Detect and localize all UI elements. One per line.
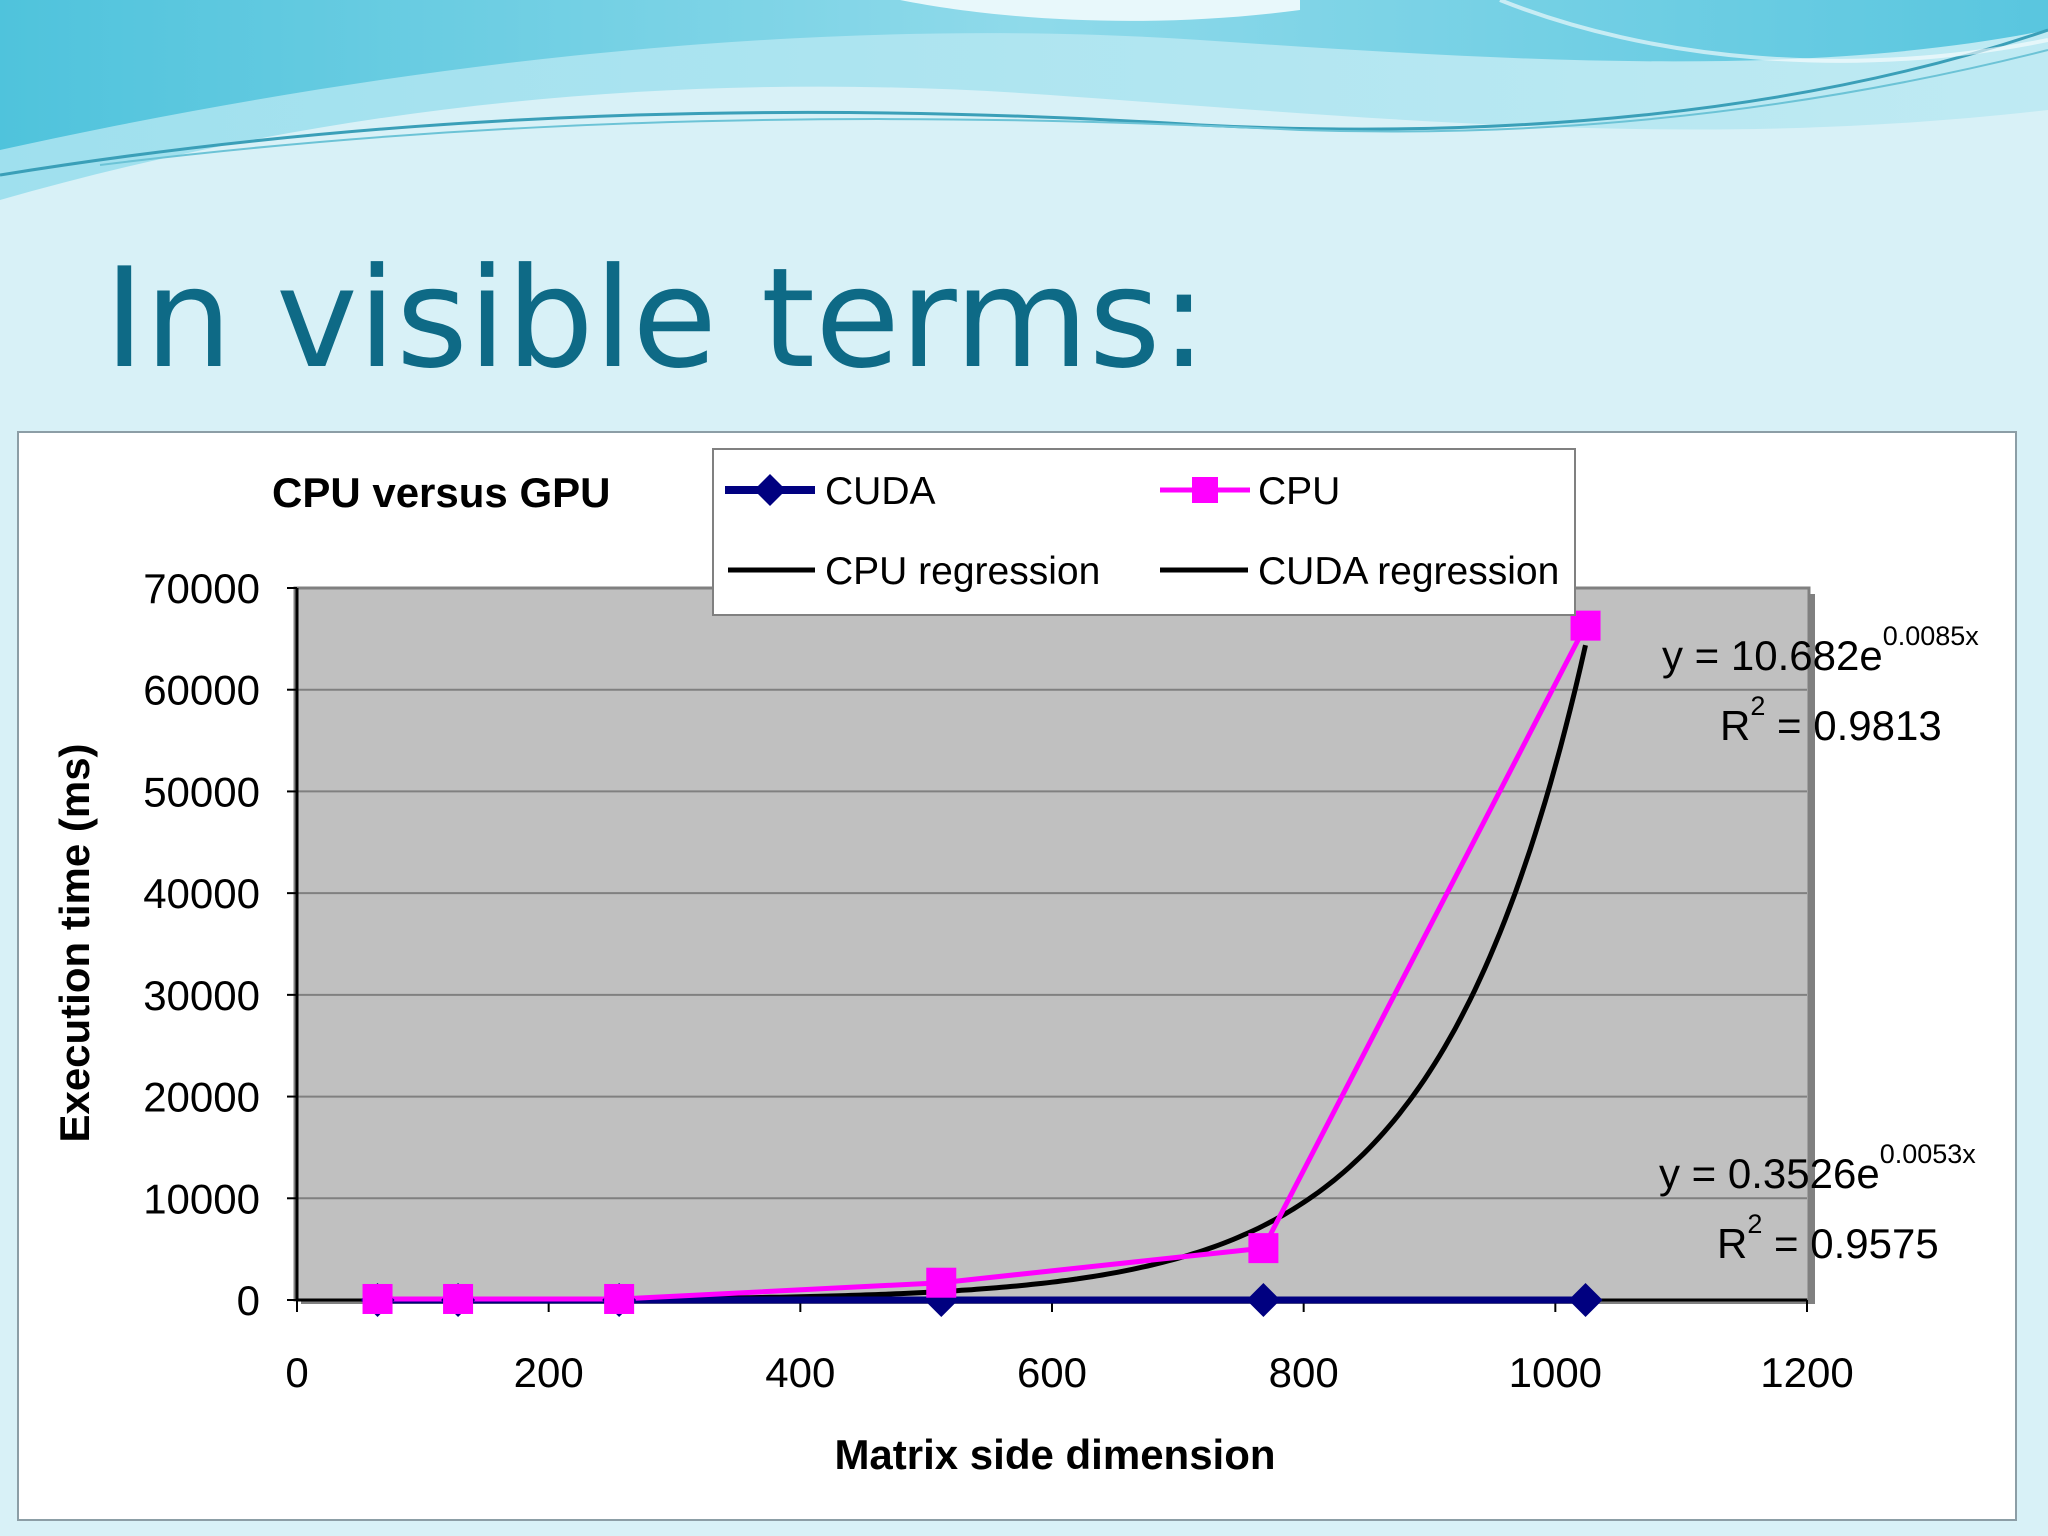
y-tick-label-7: 70000 <box>143 565 260 612</box>
cuda-r2-power: 2 <box>1747 1209 1762 1239</box>
legend-label-cuda: CUDA <box>825 470 936 513</box>
x-tick-labels: 0 200 400 600 800 1000 1200 <box>285 1349 1853 1396</box>
slide-title: In visible terms: <box>104 238 1208 399</box>
y-tick-label-5: 50000 <box>143 768 260 815</box>
x-axis-label: Matrix side dimension <box>834 1431 1275 1478</box>
x-tick-label-1: 200 <box>514 1349 584 1396</box>
cpu-point-1 <box>443 1283 474 1314</box>
legend-box <box>712 448 1576 616</box>
cpu-r2-value: = 0.9813 <box>1765 702 1941 749</box>
cpu-equation-exponent: 0.0085x <box>1883 621 1980 651</box>
cuda-equation-text: y = 0.3526e <box>1659 1150 1880 1197</box>
legend-label-cuda-regression: CUDA regression <box>1258 550 1559 593</box>
y-axis-label: Execution time (ms) <box>51 743 98 1142</box>
x-tick-label-2: 400 <box>765 1349 835 1396</box>
cuda-point-5 <box>1568 1283 1603 1317</box>
legend-marker-cuda <box>754 474 786 506</box>
svg-text:y = 10.682e0.0085x: y = 10.682e0.0085x <box>1662 621 1979 679</box>
x-tick-label-5: 1000 <box>1509 1349 1602 1396</box>
cuda-point-4 <box>1246 1283 1281 1317</box>
legend-marker-cpu <box>1192 477 1218 503</box>
x-tick-label-3: 600 <box>1017 1349 1087 1396</box>
cuda-r2-value: = 0.9575 <box>1762 1220 1938 1267</box>
cpu-equation-text: y = 10.682e <box>1662 632 1883 679</box>
cpu-r2-power: 2 <box>1750 691 1765 721</box>
series-layer <box>360 610 1603 1317</box>
cpu-point-0 <box>362 1283 393 1314</box>
svg-text:y = 0.3526e0.0053x: y = 0.3526e0.0053x <box>1659 1139 1976 1197</box>
plot-area <box>293 586 1811 1302</box>
cuda-r2-label: R <box>1717 1220 1747 1267</box>
grid-lines <box>287 587 1808 1312</box>
cpu-point-2 <box>604 1283 635 1314</box>
cpu-r2-label: R <box>1720 702 1750 749</box>
y-tick-label-0: 0 <box>237 1277 260 1324</box>
legend-label-cpu: CPU <box>1258 470 1340 513</box>
cuda-regression-equation: y = 0.3526e0.0053x R2 = 0.9575 <box>1659 1139 1976 1267</box>
x-tick-label-6: 1200 <box>1760 1349 1853 1396</box>
x-tick-label-4: 800 <box>1269 1349 1339 1396</box>
cpu-point-4 <box>1248 1233 1279 1264</box>
chart-title: CPU versus GPU <box>272 469 610 516</box>
y-tick-label-1: 10000 <box>143 1175 260 1222</box>
x-tick-label-0: 0 <box>285 1349 308 1396</box>
y-tick-label-3: 30000 <box>143 972 260 1019</box>
y-tick-label-4: 40000 <box>143 870 260 917</box>
y-tick-label-2: 20000 <box>143 1074 260 1121</box>
svg-text:R2 = 0.9575: R2 = 0.9575 <box>1717 1209 1939 1267</box>
y-tick-label-6: 60000 <box>143 667 260 714</box>
svg-text:R2 = 0.9813: R2 = 0.9813 <box>1720 691 1942 749</box>
y-tick-labels: 0 10000 20000 30000 40000 50000 60000 70000 <box>143 565 260 1324</box>
legend: CUDA CPU CPU regression CUDA regression <box>712 448 1576 616</box>
cpu-point-3 <box>926 1267 957 1298</box>
cpu-regression-equation: y = 10.682e0.0085x R2 = 0.9813 <box>1662 621 1979 749</box>
cuda-equation-exponent: 0.0053x <box>1880 1139 1977 1169</box>
legend-label-cpu-regression: CPU regression <box>825 550 1100 593</box>
